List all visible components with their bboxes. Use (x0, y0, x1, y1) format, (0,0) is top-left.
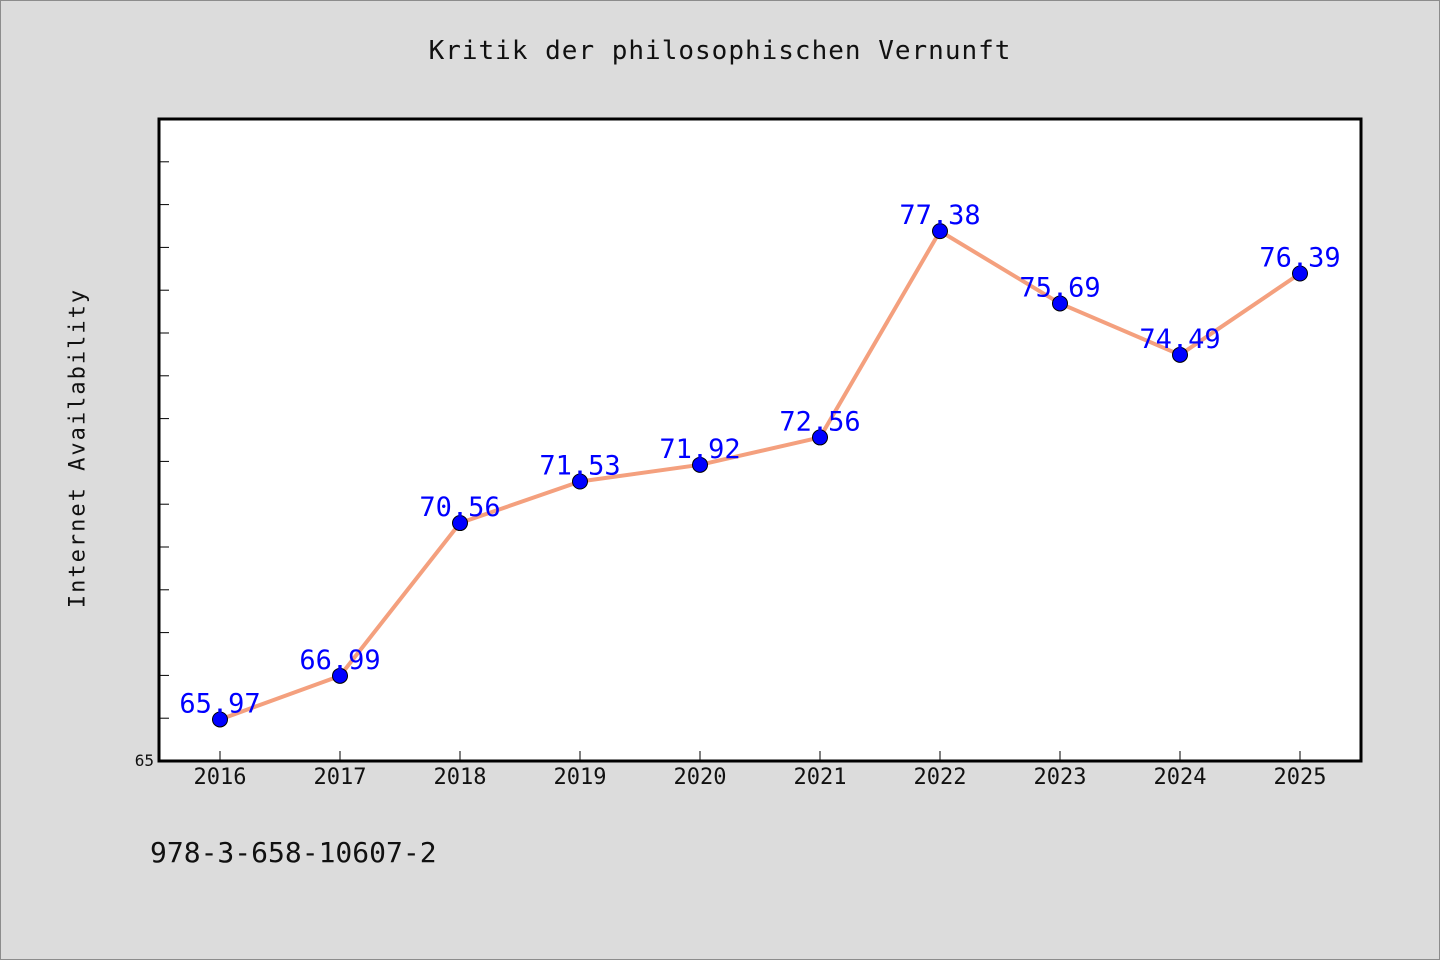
x-tick-label: 2017 (314, 765, 367, 790)
x-tick-label: 2019 (554, 765, 607, 790)
x-tick-label: 2023 (1034, 765, 1087, 790)
series-markers (212, 223, 1308, 728)
data-point (932, 223, 948, 240)
series-line-group (219, 229, 1302, 722)
data-label: 70.56 (419, 492, 500, 523)
x-tick-label: 2022 (914, 765, 967, 790)
data-label: 74.49 (1139, 324, 1220, 355)
data-point (692, 456, 708, 473)
data-label: 72.56 (779, 406, 860, 437)
x-tick-label: 2021 (794, 765, 847, 790)
x-tick-label: 2025 (1274, 765, 1327, 790)
data-point (452, 515, 468, 532)
data-point (812, 429, 828, 446)
x-tick-label: 2018 (434, 765, 487, 790)
data-point (1292, 265, 1308, 282)
x-tick-label: 2016 (194, 765, 247, 790)
x-ticks (219, 751, 1301, 761)
x-tick-label: 2024 (1154, 765, 1207, 790)
y-tick-label: 65 (135, 751, 154, 770)
series-line (219, 229, 1302, 722)
chart-title: Kritik der philosophischen Vernunft (428, 36, 1012, 66)
data-label: 75.69 (1019, 272, 1100, 303)
y-ticks (159, 161, 169, 719)
data-point (1172, 346, 1188, 363)
data-label: 76.39 (1259, 243, 1340, 274)
x-tick-label: 2020 (674, 765, 727, 790)
data-label: 71.53 (539, 451, 620, 482)
data-labels: 65.97 66.99 70.56 71.53 71.92 72.56 77.38 75.69… (179, 200, 1340, 719)
data-label: 71.92 (659, 434, 740, 465)
data-point (332, 667, 348, 684)
data-point (572, 473, 588, 490)
axis-tick-labels: 2016 2017 2018 2019 2020 2021 2022 2023 2024 2025… (135, 751, 1327, 790)
data-label: 65.97 (179, 688, 260, 719)
data-label: 66.99 (299, 645, 380, 676)
data-point (1052, 295, 1068, 312)
isbn-text: 978-3-658-10607-2 (150, 836, 437, 869)
data-label: 77.38 (899, 200, 980, 231)
data-point (212, 711, 228, 728)
